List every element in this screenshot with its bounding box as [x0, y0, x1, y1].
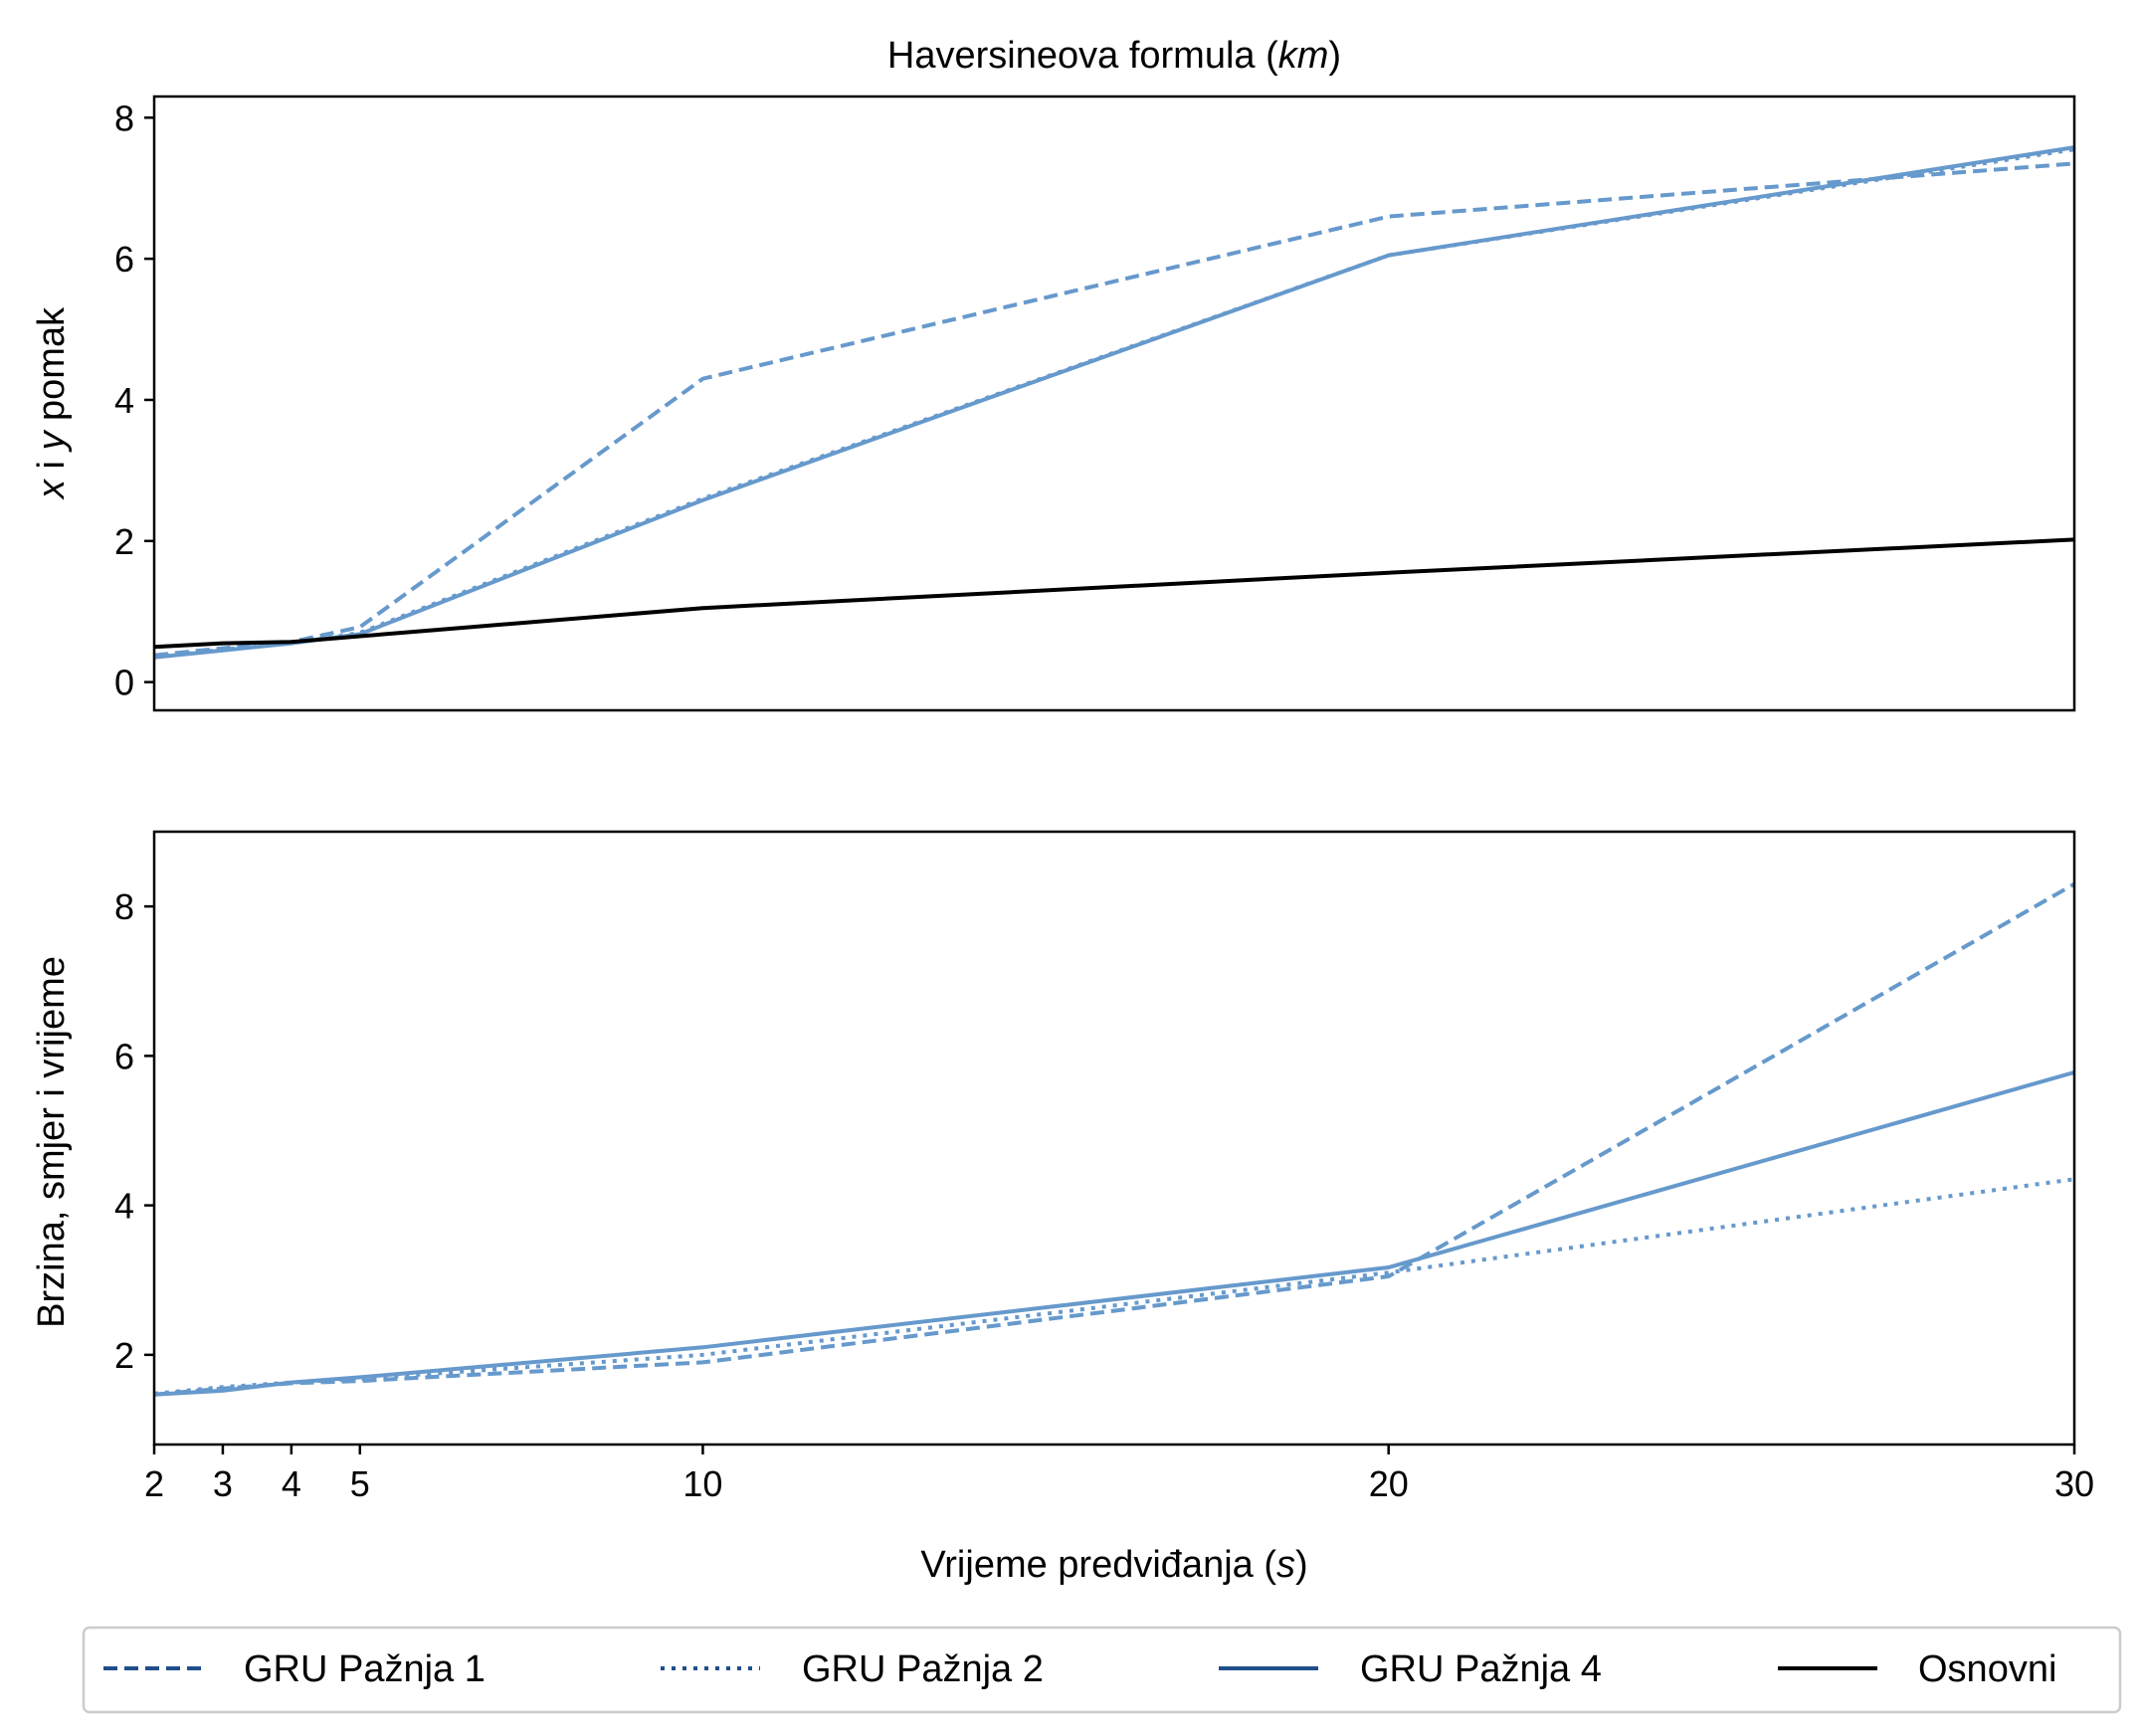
top-series-lines — [153, 145, 2075, 660]
top-panel: 0 2 4 6 8 x i y pomak — [31, 95, 2076, 712]
legend-label-gru-2: GRU Pažnja 2 — [802, 1648, 1044, 1690]
top-y-tick-label-3: 6 — [114, 239, 134, 280]
top-y-tick-label-2: 4 — [114, 380, 134, 421]
x-tick-label-0: 2 — [144, 1463, 164, 1504]
x-axis-label: Vrijeme predviđanja (s) — [920, 1544, 1307, 1586]
legend-label-gru-4: GRU Pažnja 4 — [1360, 1648, 1602, 1690]
bottom-series-line-1 — [153, 1177, 2075, 1396]
bottom-y-axis-label: Brzina, smjer i vrijeme — [31, 956, 73, 1328]
x-tick-label-3: 5 — [350, 1463, 370, 1504]
top-y-tick-label-4: 8 — [114, 97, 134, 138]
bottom-y-ticks: 2 4 6 8 — [114, 886, 154, 1376]
top-y-tick-label-0: 0 — [114, 663, 134, 703]
bottom-series-lines — [153, 881, 2075, 1397]
x-tick-label-1: 3 — [213, 1463, 233, 1504]
x-tick-label-5: 20 — [1369, 1463, 1409, 1504]
top-series-line-2 — [153, 145, 2075, 660]
legend-label-gru-1: GRU Pažnja 1 — [244, 1648, 486, 1690]
top-y-axis-label: x i y pomak — [31, 306, 73, 500]
top-series-line-0 — [153, 161, 2075, 658]
top-series-line-1 — [153, 147, 2075, 660]
bottom-y-tick-label-0: 2 — [114, 1335, 134, 1376]
bottom-series-line-0 — [153, 881, 2075, 1397]
bottom-axes-frame — [152, 830, 2076, 1447]
x-tick-label-4: 10 — [682, 1463, 722, 1504]
legend-frame — [82, 1626, 2122, 1714]
chart-title: Haversineova formula (km) — [887, 35, 1341, 77]
legend-label-osnovni: Osnovni — [1918, 1648, 2056, 1690]
x-tick-label-2: 4 — [282, 1463, 301, 1504]
bottom-y-tick-label-1: 4 — [114, 1186, 134, 1227]
bottom-y-tick-label-2: 6 — [114, 1036, 134, 1076]
x-tick-label-6: 30 — [2054, 1463, 2094, 1504]
bottom-y-tick-label-3: 8 — [114, 886, 134, 927]
legend: GRU Pažnja 1 GRU Pažnja 2 GRU Pažnja 4 O… — [82, 1626, 2122, 1714]
top-y-tick-label-1: 2 — [114, 521, 134, 562]
top-series-line-3 — [153, 537, 2075, 650]
top-axes-frame — [152, 95, 2076, 712]
top-y-ticks: 0 2 4 6 8 — [114, 97, 154, 703]
bottom-x-ticks: 2 3 4 5 10 20 30 — [144, 1445, 2094, 1504]
bottom-series-line-2 — [153, 1069, 2075, 1397]
